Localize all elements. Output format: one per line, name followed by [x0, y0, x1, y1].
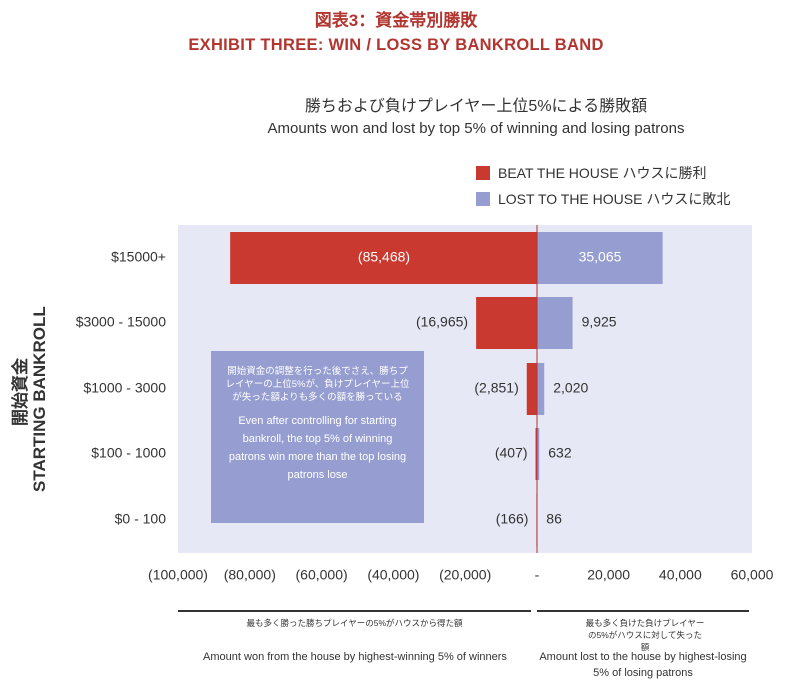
- bar-lost: [537, 297, 573, 349]
- data-label-lost: 35,065: [579, 249, 622, 265]
- data-label-won: (85,468): [358, 249, 410, 265]
- category-label: $100 - 1000: [91, 445, 166, 461]
- legend-swatch-won: [476, 166, 490, 180]
- x-tick-label: (60,000): [296, 567, 348, 583]
- x-tick-label: (20,000): [439, 567, 491, 583]
- bar-won: [476, 297, 537, 349]
- x-tick-label: (100,000): [148, 567, 208, 583]
- category-label: $15000+: [111, 249, 166, 265]
- legend-item-lost: LOST TO THE HOUSE ハウスに敗北: [476, 190, 730, 208]
- x-tick-label: (80,000): [224, 567, 276, 583]
- x-tick-label: 60,000: [731, 567, 774, 583]
- x-tick-label: 20,000: [587, 567, 630, 583]
- data-label-lost: 86: [546, 511, 562, 527]
- bar-lost: [537, 232, 663, 284]
- category-label: $1000 - 3000: [83, 380, 166, 396]
- chart-subtitle-jp: 勝ちおよび負けプレイヤー上位5%による勝敗額: [304, 98, 648, 115]
- bar-lost: [537, 363, 545, 415]
- data-label-lost: 9,925: [582, 314, 617, 330]
- footer-right-jp: 最も多く負けた負けプレイヤーの5%がハウスに対して失った額: [585, 618, 705, 652]
- x-tick-label: 40,000: [659, 567, 702, 583]
- callout-text-en: Even after controlling for starting bank…: [228, 415, 407, 481]
- chart-title-en: EXHIBIT THREE: WIN / LOSS BY BANKROLL BA…: [188, 36, 604, 54]
- data-label-lost: 632: [548, 445, 572, 461]
- bar-won: [535, 428, 537, 480]
- callout-box: 開始資金の調整を行った後でさえ、勝ちプレイヤーの上位5%が、負けプレイヤー上位が…: [211, 351, 424, 523]
- footer-right-en: Amount lost to the house by highest-losi…: [539, 651, 747, 679]
- legend-label-won: BEAT THE HOUSE ハウスに勝利: [498, 165, 707, 181]
- footer-left-en: Amount won from the house by highest-win…: [203, 651, 507, 663]
- chart-title-jp: 図表3：資金帯別勝敗: [314, 11, 478, 30]
- callout-text-jp: 開始資金の調整を行った後でさえ、勝ちプレイヤーの上位5%が、負けプレイヤー上位が…: [225, 366, 410, 403]
- data-label-lost: 2,020: [553, 380, 588, 396]
- legend-item-won: BEAT THE HOUSE ハウスに勝利: [476, 164, 706, 182]
- footer-rule-right: [537, 610, 749, 612]
- bar-lost: [537, 428, 540, 480]
- legend-swatch-lost: [476, 192, 490, 206]
- data-label-won: (2,851): [474, 380, 518, 396]
- data-label-won: (166): [496, 511, 529, 527]
- x-tick-label: -: [535, 567, 540, 583]
- chart-subtitle-en: Amounts won and lost by top 5% of winnin…: [267, 120, 685, 137]
- legend-label-lost: LOST TO THE HOUSE ハウスに敗北: [498, 191, 731, 207]
- x-tick-label: (40,000): [367, 567, 419, 583]
- footer-left-jp: 最も多く勝った勝ちプレイヤーの5%がハウスから得た額: [246, 618, 463, 628]
- category-label: $3000 - 15000: [76, 314, 167, 330]
- bar-won: [230, 232, 538, 284]
- data-label-won: (407): [495, 445, 528, 461]
- category-label: $0 - 100: [115, 511, 167, 527]
- data-label-won: (16,965): [416, 314, 468, 330]
- bar-won: [526, 363, 537, 415]
- footer-rule-left: [178, 610, 531, 612]
